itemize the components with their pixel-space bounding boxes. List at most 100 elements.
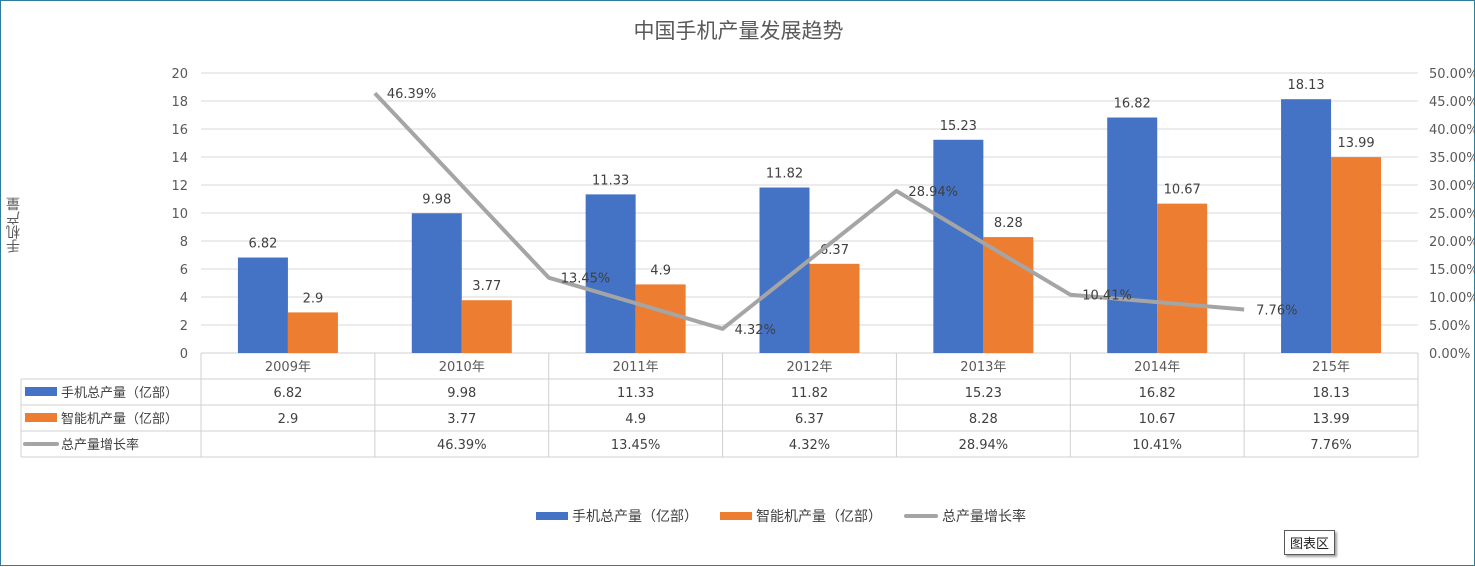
table-cell: 16.82 xyxy=(1139,386,1176,401)
bar xyxy=(759,187,810,353)
table-cell: 15.23 xyxy=(965,386,1002,401)
table-series-name: 总产量增长率 xyxy=(61,437,139,453)
table-cell: 18.13 xyxy=(1312,386,1349,401)
table-cell: 6.82 xyxy=(273,386,302,401)
y-tick-label: 16 xyxy=(171,123,188,138)
legend-swatch xyxy=(904,514,938,518)
y2-tick-label: 50.00% xyxy=(1429,67,1475,82)
y-tick-label: 12 xyxy=(171,179,188,194)
growth-rate-line xyxy=(373,91,1245,331)
table-series-name: 手机总产量（亿部） xyxy=(61,386,178,401)
table-cell: 7.76% xyxy=(1310,438,1351,453)
data-label: 16.82 xyxy=(1114,97,1151,112)
data-label: 46.39% xyxy=(387,87,437,102)
x-tick-label: 2013年 xyxy=(960,360,1006,375)
data-label: 8.28 xyxy=(994,216,1023,231)
legend-label: 智能机产量（亿部） xyxy=(756,509,882,525)
y2-tick-label: 20.00% xyxy=(1429,235,1475,250)
bar xyxy=(461,300,512,353)
bar xyxy=(411,213,462,353)
legend-label: 总产量增长率 xyxy=(942,509,1026,525)
x-tick-label: 2010年 xyxy=(439,360,485,375)
data-label: 11.82 xyxy=(766,167,803,182)
y2-tick-label: 0.00% xyxy=(1429,347,1470,362)
x-tick-label: 2009年 xyxy=(265,360,311,375)
bar xyxy=(635,284,686,353)
y-tick-label: 10 xyxy=(171,207,188,222)
data-label: 18.13 xyxy=(1287,78,1324,93)
y-tick-label: 20 xyxy=(171,67,188,82)
legend-label: 手机总产量（亿部） xyxy=(572,509,698,525)
data-label: 28.94% xyxy=(908,185,958,200)
y-tick-label: 18 xyxy=(171,95,188,110)
bar xyxy=(287,312,338,353)
legend-item: 智能机产量（亿部） xyxy=(720,506,882,526)
data-label: 6.82 xyxy=(248,237,277,252)
bar xyxy=(809,263,860,353)
table-cell: 11.33 xyxy=(617,386,654,401)
table-cell: 46.39% xyxy=(437,438,487,453)
y-tick-label: 8 xyxy=(180,235,188,250)
data-label: 10.41% xyxy=(1082,289,1132,304)
table-cell: 3.77 xyxy=(447,412,476,427)
bar xyxy=(1281,99,1332,354)
table-cell: 13.45% xyxy=(611,438,661,453)
legend-item: 总产量增长率 xyxy=(904,506,1026,526)
y2-tick-label: 40.00% xyxy=(1429,123,1475,138)
y2-tick-label: 5.00% xyxy=(1429,319,1470,334)
table-cell: 10.41% xyxy=(1132,438,1182,453)
x-tick-label: 2011年 xyxy=(613,360,659,375)
table-cell: 28.94% xyxy=(959,438,1009,453)
bar xyxy=(1331,157,1382,353)
table-cell: 4.9 xyxy=(625,412,646,427)
data-label: 11.33 xyxy=(592,173,629,188)
y-tick-label: 4 xyxy=(180,291,188,306)
table-cell: 9.98 xyxy=(447,386,476,401)
table-cell: 2.9 xyxy=(278,412,299,427)
bar xyxy=(933,139,984,353)
bar xyxy=(1107,117,1158,354)
bar xyxy=(1157,203,1208,353)
y2-tick-label: 25.00% xyxy=(1429,207,1475,222)
legend-swatch xyxy=(536,512,568,520)
y-tick-label: 0 xyxy=(180,347,188,362)
x-tick-label: 2012年 xyxy=(786,360,832,375)
legend-item: 手机总产量（亿部） xyxy=(536,506,698,526)
y2-tick-label: 35.00% xyxy=(1429,151,1475,166)
x-tick-label: 215年 xyxy=(1312,360,1350,375)
table-cell: 11.82 xyxy=(791,386,828,401)
data-label: 13.45% xyxy=(561,272,611,287)
data-label: 2.9 xyxy=(303,291,324,306)
table-cell: 4.32% xyxy=(789,438,830,453)
y-tick-label: 6 xyxy=(180,263,188,278)
x-tick-label: 2014年 xyxy=(1134,360,1180,375)
chart-title: 中国手机产量发展趋势 xyxy=(633,19,844,43)
table-legend-key xyxy=(25,413,57,422)
data-label: 3.77 xyxy=(472,279,501,294)
y2-tick-label: 30.00% xyxy=(1429,179,1475,194)
data-label: 9.98 xyxy=(422,192,451,207)
bar xyxy=(237,257,288,353)
data-label: 13.99 xyxy=(1337,136,1374,151)
table-cell: 8.28 xyxy=(969,412,998,427)
table-cell: 6.37 xyxy=(795,412,824,427)
y2-tick-label: 10.00% xyxy=(1429,291,1475,306)
bar xyxy=(983,237,1034,353)
y-tick-label: 14 xyxy=(171,151,188,166)
legend: 手机总产量（亿部） 智能机产量（亿部） 总产量增长率 xyxy=(536,506,1026,526)
y2-tick-label: 15.00% xyxy=(1429,263,1475,278)
chart-area-tooltip: 图表区 xyxy=(1284,530,1336,555)
data-label: 10.67 xyxy=(1164,183,1201,198)
table-cell: 10.67 xyxy=(1139,412,1176,427)
data-label: 15.23 xyxy=(940,119,977,134)
data-label: 4.9 xyxy=(650,263,671,278)
y2-tick-label: 45.00% xyxy=(1429,95,1475,110)
bar xyxy=(585,194,636,353)
table-cell: 13.99 xyxy=(1312,412,1349,427)
table-series-name: 智能机产量（亿部） xyxy=(61,412,178,427)
y-tick-label: 2 xyxy=(180,319,188,334)
legend-swatch xyxy=(720,512,752,520)
data-label: 7.76% xyxy=(1256,304,1297,319)
